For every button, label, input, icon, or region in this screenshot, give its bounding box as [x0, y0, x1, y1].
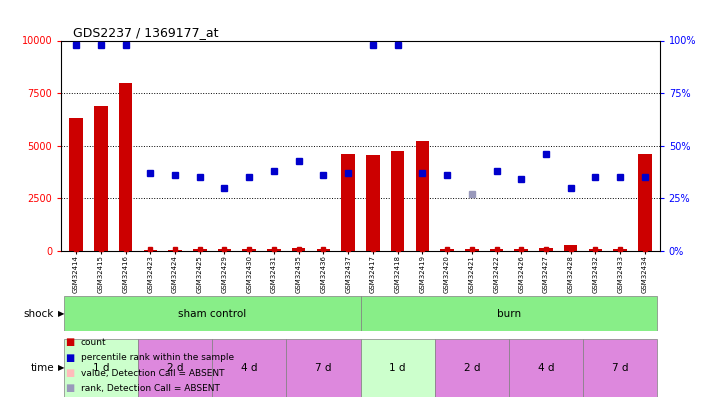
Text: rank, Detection Call = ABSENT: rank, Detection Call = ABSENT	[81, 384, 220, 393]
Bar	[564, 245, 578, 251]
Bar	[360, 296, 658, 331]
Bar	[539, 248, 553, 251]
Bar	[583, 339, 658, 397]
Bar	[515, 249, 528, 251]
Text: time: time	[30, 363, 54, 373]
Bar	[218, 249, 231, 251]
Bar	[292, 248, 306, 251]
Bar	[441, 249, 454, 251]
Text: ▶: ▶	[58, 363, 64, 372]
Bar	[267, 249, 280, 251]
Bar	[193, 249, 206, 251]
Bar	[391, 151, 404, 251]
Text: 1 d: 1 d	[389, 363, 406, 373]
Bar	[94, 106, 107, 251]
Bar	[242, 249, 256, 251]
Text: ■: ■	[65, 384, 74, 393]
Text: burn: burn	[497, 309, 521, 319]
Bar	[63, 296, 360, 331]
Bar	[435, 339, 509, 397]
Bar	[638, 154, 652, 251]
Text: sham control: sham control	[178, 309, 247, 319]
Text: 4 d: 4 d	[241, 363, 257, 373]
Text: 7 d: 7 d	[612, 363, 629, 373]
Bar	[415, 141, 429, 251]
Bar	[168, 250, 182, 251]
Text: value, Detection Call = ABSENT: value, Detection Call = ABSENT	[81, 369, 224, 377]
Bar	[465, 249, 479, 251]
Bar	[119, 83, 133, 251]
Bar	[509, 339, 583, 397]
Bar	[614, 249, 627, 251]
Bar	[63, 339, 138, 397]
Bar	[490, 249, 503, 251]
Text: shock: shock	[24, 309, 54, 319]
Bar	[69, 118, 83, 251]
Text: ■: ■	[65, 353, 74, 362]
Text: 1 d: 1 d	[92, 363, 109, 373]
Bar	[212, 339, 286, 397]
Bar	[317, 249, 330, 251]
Text: ■: ■	[65, 368, 74, 378]
Text: 4 d: 4 d	[538, 363, 554, 373]
Bar	[360, 339, 435, 397]
Text: ▶: ▶	[58, 309, 64, 318]
Bar	[341, 154, 355, 251]
Text: 7 d: 7 d	[315, 363, 332, 373]
Text: count: count	[81, 338, 107, 347]
Text: 2 d: 2 d	[167, 363, 183, 373]
Text: ■: ■	[65, 337, 74, 347]
Text: percentile rank within the sample: percentile rank within the sample	[81, 353, 234, 362]
Text: GDS2237 / 1369177_at: GDS2237 / 1369177_at	[74, 26, 218, 39]
Bar	[143, 250, 157, 251]
Bar	[138, 339, 212, 397]
Bar	[286, 339, 360, 397]
Bar	[588, 249, 602, 251]
Bar	[366, 155, 380, 251]
Text: 2 d: 2 d	[464, 363, 480, 373]
